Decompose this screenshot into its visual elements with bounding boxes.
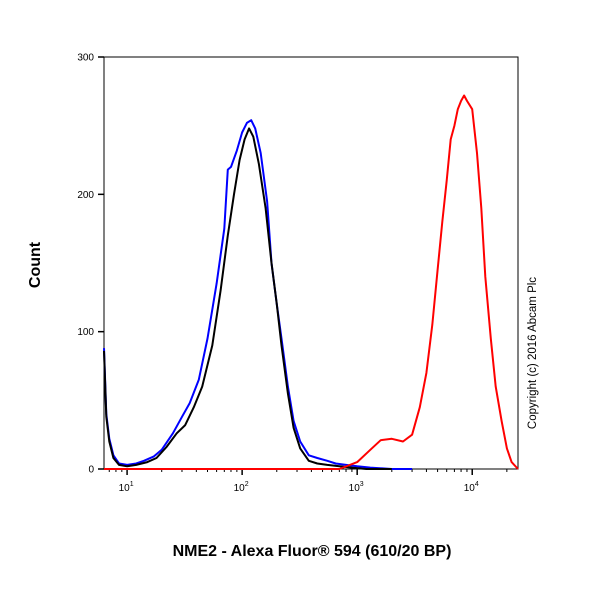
x-tick-label-0: 101 xyxy=(119,481,134,494)
x-tick-label-1: 102 xyxy=(234,481,249,494)
y-tick-label-0: 0 xyxy=(88,465,94,476)
x-tick-base-3: 10 xyxy=(464,483,476,494)
x-axis-label: NME2 - Alexa Fluor® 594 (610/20 BP) xyxy=(173,543,452,560)
y-tick-label-1: 100 xyxy=(77,327,94,338)
x-tick-exponent-3: 4 xyxy=(475,481,479,488)
series-line-2 xyxy=(104,94,519,470)
copyright-annotation: Copyright (c) 2016 Abcam Plc xyxy=(527,277,539,429)
x-tick-exponent-0: 1 xyxy=(130,481,134,488)
series-line-0 xyxy=(103,119,413,470)
x-tick-exponent-1: 2 xyxy=(245,481,249,488)
x-tick-exponent-2: 3 xyxy=(360,481,364,488)
x-tick-base-2: 10 xyxy=(349,483,361,494)
y-axis-label: Count xyxy=(27,241,44,288)
y-tick-label-2: 200 xyxy=(77,190,94,201)
x-tick-base-0: 10 xyxy=(119,483,131,494)
series-line-1 xyxy=(103,127,392,470)
x-tick-base-1: 10 xyxy=(234,483,246,494)
x-tick-label-3: 104 xyxy=(464,481,479,494)
y-tick-label-3: 300 xyxy=(77,53,94,64)
x-tick-label-2: 103 xyxy=(349,481,364,494)
